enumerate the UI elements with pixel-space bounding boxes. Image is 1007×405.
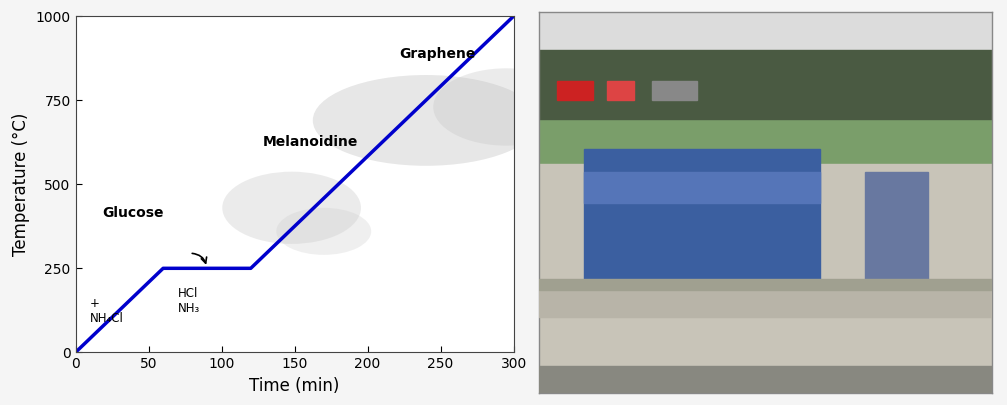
Ellipse shape [276, 208, 372, 255]
Bar [539, 12, 992, 58]
Bar [539, 12, 992, 183]
Text: HCl
NH₃: HCl NH₃ [177, 287, 200, 315]
Bar [653, 81, 698, 100]
Bar [865, 172, 928, 279]
Bar [539, 286, 992, 317]
Bar [584, 149, 820, 286]
Bar [557, 81, 593, 100]
Y-axis label: Temperature (°C): Temperature (°C) [12, 113, 30, 256]
Ellipse shape [313, 75, 539, 166]
X-axis label: Time (min): Time (min) [250, 377, 339, 395]
Ellipse shape [433, 68, 579, 146]
Text: Glucose: Glucose [102, 206, 163, 220]
Text: +
NH₄Cl: + NH₄Cl [91, 297, 124, 325]
Bar [539, 366, 992, 393]
Bar [584, 172, 820, 202]
Bar [606, 81, 634, 100]
Bar [539, 50, 992, 119]
Bar [539, 12, 992, 58]
Ellipse shape [223, 172, 361, 244]
Text: Melanoidine: Melanoidine [263, 135, 357, 149]
Bar [539, 279, 992, 290]
Text: Graphene: Graphene [400, 47, 476, 61]
Bar [539, 164, 992, 393]
